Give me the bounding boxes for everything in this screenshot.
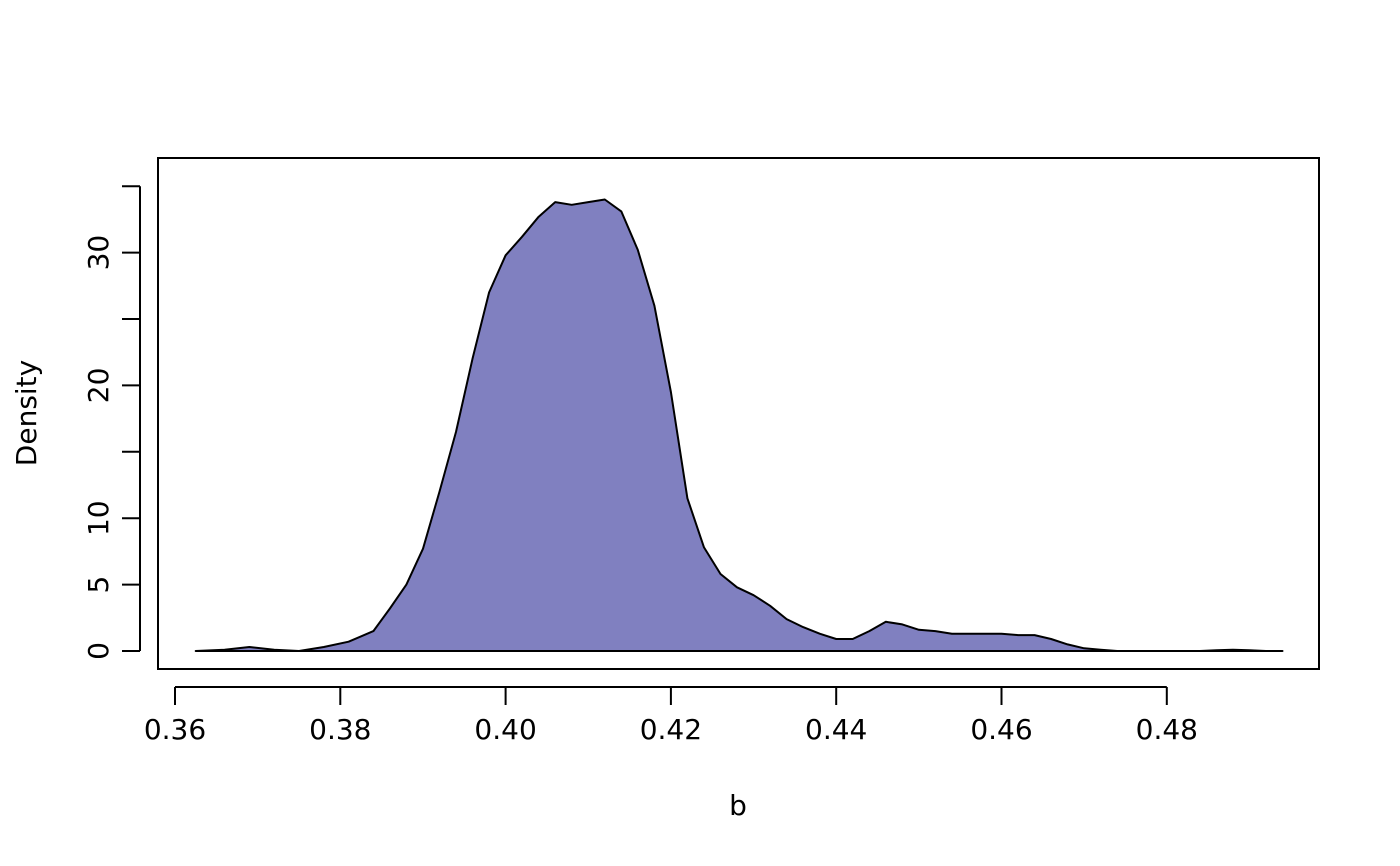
y-axis-label: Density [10, 360, 43, 466]
plot-area [194, 198, 1284, 652]
x-tick-label: 0.40 [474, 713, 536, 746]
plot-frame [157, 157, 1320, 670]
y-tick-label: 30 [82, 235, 115, 271]
y-tick-label: 20 [82, 368, 115, 404]
x-tick-label: 0.48 [1136, 713, 1198, 746]
y-axis: 0 5 10 20 30 [82, 185, 141, 660]
x-axis-label: b [729, 789, 747, 822]
y-tick-label: 5 [82, 576, 115, 594]
x-tick-label: 0.44 [805, 713, 867, 746]
x-tick-label: 0.38 [309, 713, 371, 746]
density-area [194, 198, 1284, 652]
x-tick-label: 0.36 [144, 713, 206, 746]
x-tick-label: 0.46 [970, 713, 1032, 746]
y-tick-label: 10 [82, 500, 115, 536]
y-tick-label: 0 [82, 642, 115, 660]
x-tick-label: 0.42 [640, 713, 702, 746]
x-axis: 0.36 0.38 0.40 0.42 0.44 0.46 0.48 [144, 686, 1198, 746]
